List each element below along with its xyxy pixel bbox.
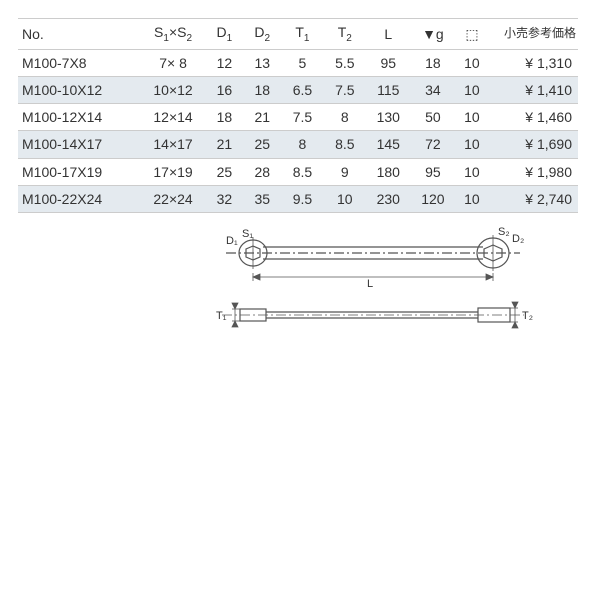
cell-pack: 10 (455, 158, 488, 185)
cell-l: 145 (366, 131, 411, 158)
cell-l: 115 (366, 76, 411, 103)
cell-price: ¥ 1,980 (489, 158, 578, 185)
cell-t2: 10 (324, 185, 366, 212)
cell-pack: 10 (455, 49, 488, 76)
cell-s1s2: 22×24 (141, 185, 206, 212)
table-row: M100-14X1714×17212588.51457210¥ 1,690 (18, 131, 578, 158)
cell-no: M100-17X19 (18, 158, 141, 185)
cell-g: 120 (411, 185, 456, 212)
cell-d2: 35 (243, 185, 281, 212)
hdr-g: ▼g (411, 19, 456, 50)
label-s2: S₂ (498, 227, 510, 238)
dimension-diagram: D₁ S₁ D₂ S₂ L T₁ (18, 227, 538, 331)
cell-g: 50 (411, 104, 456, 131)
cell-pack: 10 (455, 104, 488, 131)
hdr-t1: T1 (281, 19, 323, 50)
cell-l: 95 (366, 49, 411, 76)
hdr-t2: T2 (324, 19, 366, 50)
cell-g: 34 (411, 76, 456, 103)
label-t2: T₂ (522, 310, 533, 322)
cell-l: 230 (366, 185, 411, 212)
table-header-row: No. S1×S2 D1 D2 T1 T2 L ▼g ⬚ 小売参考価格 (18, 19, 578, 50)
cell-d2: 21 (243, 104, 281, 131)
cell-price: ¥ 1,410 (489, 76, 578, 103)
cell-price: ¥ 2,740 (489, 185, 578, 212)
cell-t2: 7.5 (324, 76, 366, 103)
cell-g: 95 (411, 158, 456, 185)
cell-pack: 10 (455, 76, 488, 103)
label-d2: D₂ (512, 233, 524, 245)
cell-d1: 32 (205, 185, 243, 212)
hdr-d2: D2 (243, 19, 281, 50)
cell-l: 180 (366, 158, 411, 185)
label-l: L (367, 278, 373, 287)
hdr-s1s2: S1×S2 (141, 19, 206, 50)
diagram-top-view: D₁ S₁ D₂ S₂ L (208, 227, 538, 287)
cell-s1s2: 17×19 (141, 158, 206, 185)
hdr-d1: D1 (205, 19, 243, 50)
cell-t2: 5.5 (324, 49, 366, 76)
cell-s1s2: 14×17 (141, 131, 206, 158)
diagram-side-view: T₁ T₂ (208, 301, 538, 331)
hdr-l: L (366, 19, 411, 50)
cell-t2: 9 (324, 158, 366, 185)
spec-table: No. S1×S2 D1 D2 T1 T2 L ▼g ⬚ 小売参考価格 M100… (18, 18, 578, 213)
cell-pack: 10 (455, 131, 488, 158)
label-d1: D₁ (226, 235, 238, 247)
label-s1: S₁ (242, 228, 253, 240)
cell-no: M100-7X8 (18, 49, 141, 76)
table-row: M100-22X2422×2432359.51023012010¥ 2,740 (18, 185, 578, 212)
label-t1: T₁ (216, 310, 227, 322)
cell-d2: 18 (243, 76, 281, 103)
cell-d1: 25 (205, 158, 243, 185)
cell-t1: 8.5 (281, 158, 323, 185)
cell-d2: 13 (243, 49, 281, 76)
cell-no: M100-22X24 (18, 185, 141, 212)
cell-price: ¥ 1,690 (489, 131, 578, 158)
cell-t1: 6.5 (281, 76, 323, 103)
cell-s1s2: 7× 8 (141, 49, 206, 76)
table-row: M100-17X1917×1925288.591809510¥ 1,980 (18, 158, 578, 185)
cell-d1: 12 (205, 49, 243, 76)
cell-t1: 5 (281, 49, 323, 76)
cell-s1s2: 10×12 (141, 76, 206, 103)
cell-t2: 8.5 (324, 131, 366, 158)
cell-price: ¥ 1,460 (489, 104, 578, 131)
cell-d2: 28 (243, 158, 281, 185)
cell-price: ¥ 1,310 (489, 49, 578, 76)
cell-t2: 8 (324, 104, 366, 131)
cell-no: M100-10X12 (18, 76, 141, 103)
cell-no: M100-12X14 (18, 104, 141, 131)
table-row: M100-12X1412×1418217.581305010¥ 1,460 (18, 104, 578, 131)
cell-d1: 16 (205, 76, 243, 103)
cell-g: 72 (411, 131, 456, 158)
cell-d2: 25 (243, 131, 281, 158)
cell-g: 18 (411, 49, 456, 76)
hdr-pack: ⬚ (455, 19, 488, 50)
table-row: M100-7X87× 8121355.5951810¥ 1,310 (18, 49, 578, 76)
cell-t1: 9.5 (281, 185, 323, 212)
cell-l: 130 (366, 104, 411, 131)
cell-pack: 10 (455, 185, 488, 212)
cell-d1: 21 (205, 131, 243, 158)
hdr-no: No. (18, 19, 141, 50)
hdr-price: 小売参考価格 (489, 19, 578, 50)
cell-s1s2: 12×14 (141, 104, 206, 131)
cell-t1: 7.5 (281, 104, 323, 131)
table-row: M100-10X1210×1216186.57.51153410¥ 1,410 (18, 76, 578, 103)
cell-d1: 18 (205, 104, 243, 131)
cell-no: M100-14X17 (18, 131, 141, 158)
cell-t1: 8 (281, 131, 323, 158)
